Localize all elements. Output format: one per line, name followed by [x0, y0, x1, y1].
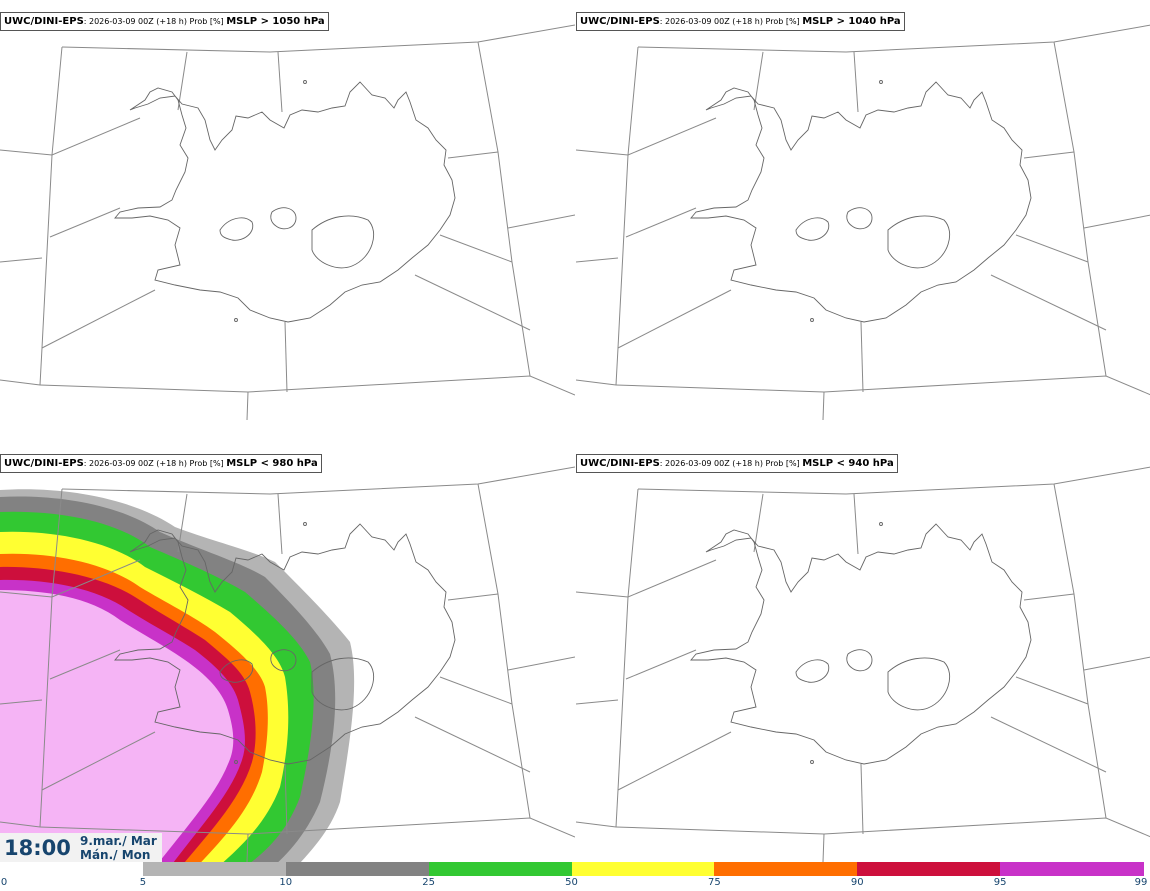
valid-weekday: Mán./ Mon — [80, 848, 151, 862]
legend-tick-label: 0 — [0, 877, 8, 888]
run-info: : 2026-03-09 00Z (+18 h) Prob [%] — [659, 459, 800, 468]
run-info: : 2026-03-09 00Z (+18 h) Prob [%] — [659, 17, 800, 26]
model-name: UWC/DINI-EPS — [580, 16, 660, 27]
panel-title: UWC/DINI-EPS: 2026-03-09 00Z (+18 h) Pro… — [576, 12, 905, 31]
legend-color-segment — [0, 862, 144, 876]
legend-color-segment — [1000, 862, 1144, 876]
probability-field — [0, 489, 355, 874]
map-panel-1: UWC/DINI-EPS: 2026-03-09 00Z (+18 h) Pro… — [0, 0, 575, 432]
legend-tick-label: 50 — [565, 877, 578, 888]
legend-color-segment — [571, 862, 716, 876]
map-canvas — [0, 24, 575, 421]
map-panel-3: UWC/DINI-EPS: 2026-03-09 00Z (+18 h) Pro… — [0, 442, 575, 874]
legend-tick-label: 25 — [422, 877, 435, 888]
model-name: UWC/DINI-EPS — [580, 458, 660, 469]
legend-tick-label: 90 — [850, 877, 864, 888]
valid-time-hour: 18:00 — [4, 836, 71, 860]
panel-title: UWC/DINI-EPS: 2026-03-09 00Z (+18 h) Pro… — [576, 454, 898, 473]
legend-tick-label: 5 — [139, 877, 147, 888]
panel-title: UWC/DINI-EPS: 2026-03-09 00Z (+18 h) Pro… — [0, 454, 322, 473]
panel-title: UWC/DINI-EPS: 2026-03-09 00Z (+18 h) Pro… — [0, 12, 329, 31]
legend-color-segment — [857, 862, 1002, 876]
legend-color-segment — [428, 862, 573, 876]
valid-date: 9.mar./ Mar — [80, 834, 157, 848]
legend-color-segment — [142, 862, 287, 876]
run-info: : 2026-03-09 00Z (+18 h) Prob [%] — [83, 17, 224, 26]
threshold-label: MSLP > 1040 hPa — [802, 16, 901, 27]
model-name: UWC/DINI-EPS — [4, 16, 84, 27]
valid-time-box: 18:00 9.mar./ Mar Mán./ Mon — [0, 833, 162, 863]
valid-time-date: 9.mar./ Mar Mán./ Mon — [80, 834, 157, 862]
map-panel-4: UWC/DINI-EPS: 2026-03-09 00Z (+18 h) Pro… — [576, 442, 1150, 874]
legend-tick-label: 10 — [279, 877, 293, 888]
legend-tick-label: 99 — [1134, 877, 1148, 888]
threshold-label: MSLP < 980 hPa — [226, 458, 318, 469]
legend-color-segment — [714, 862, 859, 876]
map-canvas — [0, 466, 575, 874]
legend-tick-label: 95 — [993, 877, 1007, 888]
map-canvas — [576, 24, 1150, 421]
run-info: : 2026-03-09 00Z (+18 h) Prob [%] — [83, 459, 224, 468]
map-canvas — [576, 466, 1150, 863]
map-panel-2: UWC/DINI-EPS: 2026-03-09 00Z (+18 h) Pro… — [576, 0, 1150, 432]
legend-tick-label: 75 — [708, 877, 721, 888]
threshold-label: MSLP < 940 hPa — [802, 458, 894, 469]
threshold-label: MSLP > 1050 hPa — [226, 16, 325, 27]
model-name: UWC/DINI-EPS — [4, 458, 84, 469]
legend-color-segment — [285, 862, 430, 876]
probability-legend: 0 5 10 25 50 75 90 95 99 — [0, 862, 1150, 891]
